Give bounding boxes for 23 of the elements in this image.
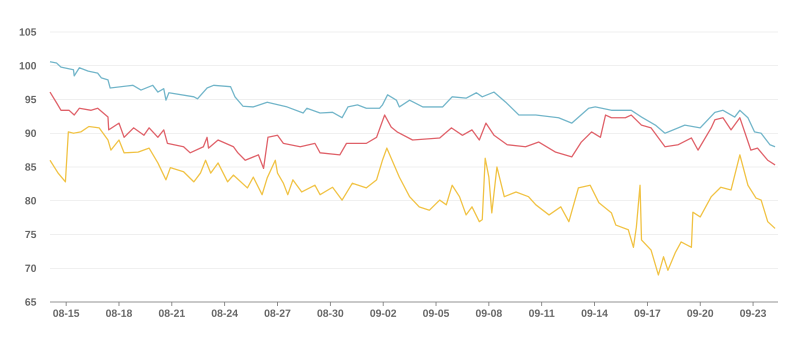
y-tick-label: 80 [25,197,36,204]
x-tick-label: 09-23 [740,310,766,317]
x-tick-label: 08-21 [158,310,185,317]
x-tick-label: 08-24 [212,310,238,317]
y-tick-label: 90 [25,130,36,137]
x-tick-label: 09-11 [529,310,554,317]
y-tick-label: 65 [25,298,36,306]
y-tick-label: 85 [25,163,36,171]
x-tick-label: 08-27 [264,310,290,317]
x-tick-label: 08-30 [317,310,344,317]
x-tick-label: 09-02 [370,310,396,317]
x-tick-label: 09-05 [423,310,450,317]
y-tick-label: 95 [25,96,36,104]
x-tick-label: 09-20 [687,310,714,317]
y-tick-label: 70 [25,264,36,272]
x-tick-label: 09-14 [582,310,608,317]
x-tick-label: 09-08 [476,310,502,317]
x-tick-label: 09-17 [634,310,660,317]
y-tick-label: 100 [20,62,36,70]
x-tick-label: 08-15 [53,310,80,317]
y-tick-label: 105 [20,28,36,36]
y-tick-label: 75 [25,230,36,238]
x-tick-label: 08-18 [106,310,132,317]
